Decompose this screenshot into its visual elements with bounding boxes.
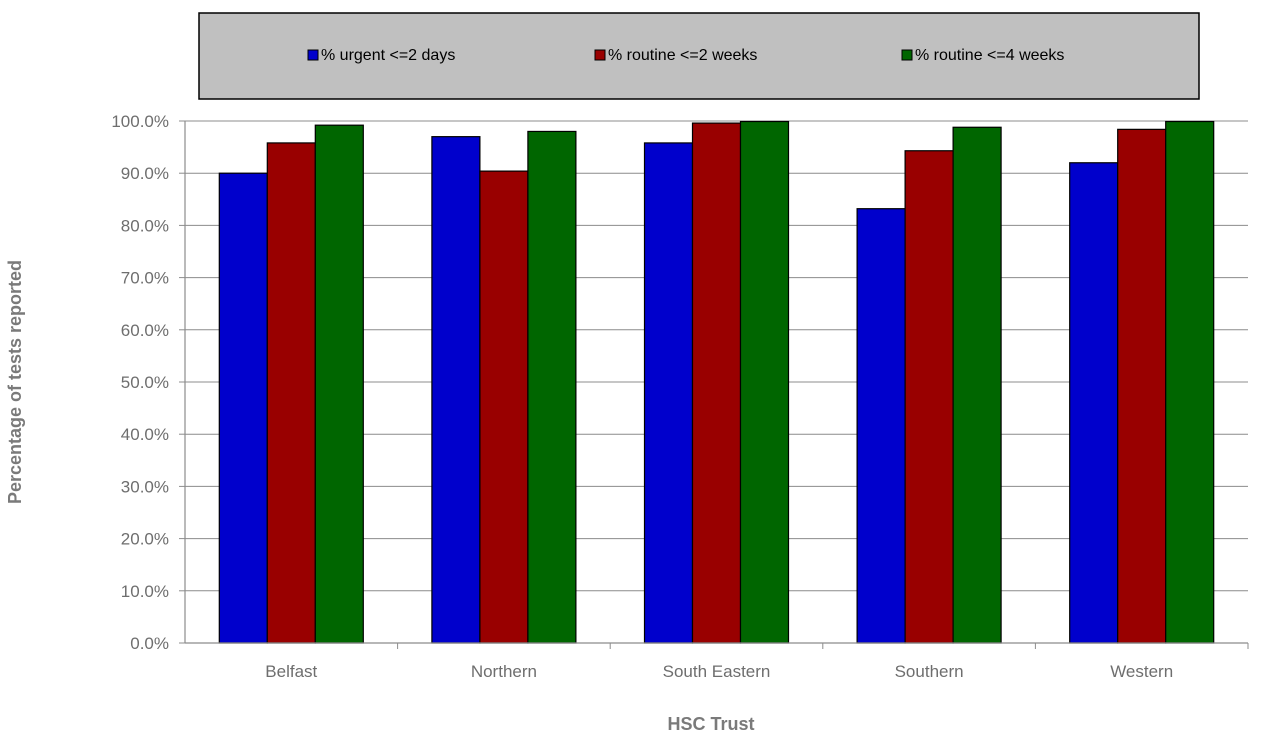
- legend-label: % routine <=4 weeks: [915, 47, 1064, 64]
- y-tick-label: 80.0%: [121, 216, 169, 235]
- bar-south-eastern-series-3: [739, 120, 790, 644]
- bar-northern-series-2: [479, 170, 529, 644]
- y-tick-labels: 0.0% 10.0% 20.0% 30.0% 40.0% 50.0% 60.0% 70.0% 8…: [111, 112, 169, 653]
- legend-swatch: [901, 49, 913, 61]
- legend-label: % routine <=2 weeks: [608, 47, 757, 64]
- bar-southern-series-2: [904, 150, 954, 644]
- y-tick-label: 0.0%: [130, 634, 169, 653]
- x-tick-label: Belfast: [265, 662, 317, 681]
- x-tick-label: South Eastern: [663, 662, 771, 681]
- y-tick-label: 60.0%: [121, 321, 169, 340]
- bar-south-eastern-series-2: [691, 122, 742, 644]
- y-tick-label: 90.0%: [121, 164, 169, 183]
- y-tick-label: 50.0%: [121, 373, 169, 392]
- x-axis-title: HSC Trust: [667, 714, 754, 734]
- x-tick-label: Western: [1110, 662, 1173, 681]
- bar-western-series-2: [1117, 128, 1167, 644]
- y-tick-label: 40.0%: [121, 425, 169, 444]
- bar-western-series-1: [1069, 162, 1119, 644]
- legend-swatch: [307, 49, 319, 61]
- bar-southern-series-3: [952, 126, 1002, 644]
- bar-belfast-series-2: [266, 142, 316, 644]
- y-tick-label: 10.0%: [121, 582, 169, 601]
- axes: [179, 120, 1249, 649]
- y-tick-label: 20.0%: [121, 530, 169, 549]
- bar-western-series-3: [1165, 120, 1215, 644]
- y-tick-label: 30.0%: [121, 477, 169, 496]
- bar-belfast-series-3: [314, 124, 364, 644]
- y-axis-title: Percentage of tests reported: [5, 260, 25, 504]
- bar-northern-series-3: [527, 130, 577, 644]
- legend-box: [198, 12, 1200, 100]
- x-tick-labels: Belfast Northern South Eastern Southern West…: [265, 662, 1173, 681]
- bar-south-eastern-series-1: [643, 142, 694, 644]
- bar-northern-series-1: [431, 136, 481, 644]
- y-tick-label: 70.0%: [121, 269, 169, 288]
- y-tick-label: 100.0%: [111, 112, 169, 131]
- x-tick-label: Southern: [895, 662, 964, 681]
- x-tick-label: Northern: [471, 662, 537, 681]
- bar-southern-series-1: [856, 208, 906, 644]
- legend-swatch: [594, 49, 606, 61]
- legend: % urgent <=2 days % routine <=2 weeks % ro…: [198, 12, 1200, 100]
- legend-label: % urgent <=2 days: [321, 47, 455, 64]
- bar-belfast-series-1: [218, 172, 268, 644]
